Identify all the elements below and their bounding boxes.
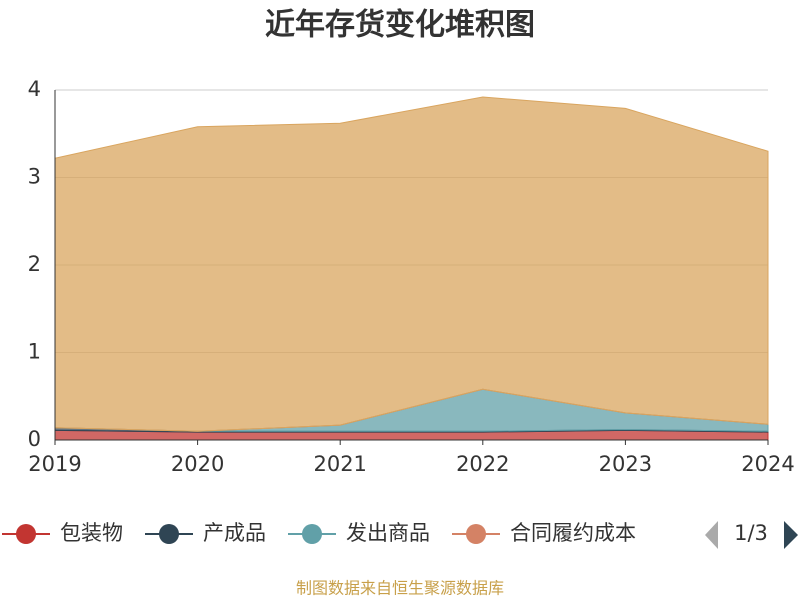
legend-prev[interactable] bbox=[705, 521, 718, 549]
legend-marker bbox=[302, 524, 322, 544]
legend-label: 发出商品 bbox=[346, 521, 430, 545]
x-tick-label: 2022 bbox=[456, 452, 509, 476]
y-tick-label: 4 bbox=[28, 77, 41, 101]
legend-marker bbox=[16, 524, 36, 544]
legend-next[interactable] bbox=[784, 521, 798, 549]
legend: 包装物 产成品 发出商品 合同履约成本 bbox=[2, 521, 636, 545]
y-tick-label: 1 bbox=[28, 340, 41, 364]
x-tick-label: 2024 bbox=[741, 452, 794, 476]
x-tick-label: 2021 bbox=[313, 452, 366, 476]
legend-label: 包装物 bbox=[60, 521, 123, 545]
legend-marker bbox=[466, 524, 486, 544]
legend-label: 产成品 bbox=[203, 521, 266, 545]
y-tick-label: 0 bbox=[28, 427, 41, 451]
legend-marker bbox=[159, 524, 179, 544]
x-tick-label: 2020 bbox=[171, 452, 224, 476]
area bbox=[54, 96, 769, 432]
y-tick-label: 3 bbox=[28, 165, 41, 189]
chart-title: 近年存货变化堆积图 bbox=[265, 8, 535, 43]
x-tick-label: 2019 bbox=[28, 452, 81, 476]
legend-label: 合同履约成本 bbox=[510, 521, 636, 545]
x-tick-label: 2023 bbox=[599, 452, 652, 476]
legend-page: 1/3 bbox=[734, 521, 768, 545]
y-tick-label: 2 bbox=[28, 252, 41, 276]
source-note: 制图数据来自恒生聚源数据库 bbox=[296, 579, 504, 598]
plot-area: 0 1 2 3 4 2019 2020 2021 2022 2023 2024 bbox=[28, 77, 795, 476]
